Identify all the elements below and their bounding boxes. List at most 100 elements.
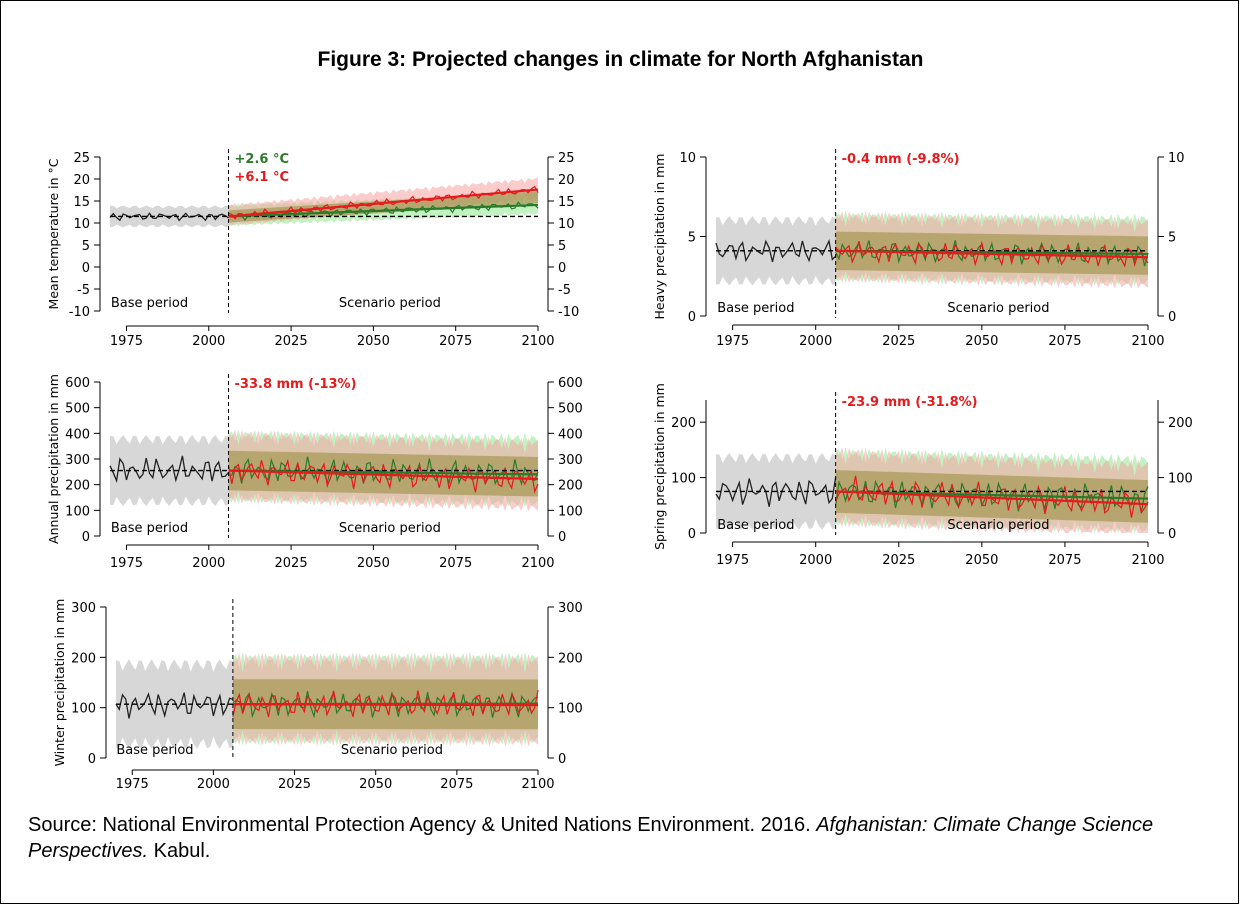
y-tick-label: 0	[688, 310, 696, 325]
x-tick-label: 2000	[192, 556, 225, 571]
x-tick-label: 2000	[799, 334, 832, 349]
y-tick-label-right: 100	[1168, 472, 1193, 487]
x-tick-label: 2100	[521, 556, 554, 571]
y-tick-label-right: 100	[558, 702, 583, 717]
x-tick-label: 2050	[357, 334, 390, 349]
y-tick-label-right: 200	[558, 651, 583, 666]
y-tick-label: 0	[82, 530, 90, 545]
y-tick-label: 200	[671, 416, 696, 431]
y-tick-label-right: 200	[558, 479, 583, 494]
change-annotation: +6.1 °C	[235, 170, 290, 185]
scenario-period-label: Scenario period	[339, 521, 441, 536]
y-tick-label-right: -10	[558, 305, 579, 320]
caption-source-prefix: Source: National Environmental Protectio…	[28, 814, 817, 836]
scenario-period-label: Scenario period	[947, 301, 1049, 316]
x-tick-label: 1975	[110, 334, 143, 349]
y-axis-label: Spring precipitation in mm	[652, 383, 667, 550]
x-tick-label: 2050	[965, 553, 998, 568]
y-tick-label: 100	[671, 472, 696, 487]
x-tick-label: 1975	[716, 553, 749, 568]
x-tick-label: 2025	[275, 556, 308, 571]
y-tick-label: -10	[69, 305, 90, 320]
panel-spring: 0 0 100 100 200 200 1975 2000 2025 2050 2075 2100 Ba…	[652, 383, 1193, 568]
scenario-overlap-band	[835, 470, 1148, 523]
x-tick-label: 2100	[521, 777, 554, 792]
x-tick-label: 2000	[197, 777, 230, 792]
y-tick-label: 600	[65, 376, 90, 391]
base-period-label: Base period	[116, 743, 193, 758]
high-scenario-trend	[232, 703, 539, 707]
y-tick-label: 0	[88, 752, 96, 767]
y-tick-label-right: 0	[1168, 310, 1176, 325]
y-tick-label-right: 600	[558, 376, 583, 391]
y-tick-label: 0	[688, 527, 696, 542]
base-period-label: Base period	[111, 296, 188, 311]
base-period-label: Base period	[717, 518, 794, 533]
x-tick-label: 2050	[359, 777, 392, 792]
x-tick-label: 2025	[275, 334, 308, 349]
x-tick-label: 2075	[440, 777, 473, 792]
x-tick-label: 2075	[1048, 334, 1081, 349]
y-tick-label: 5	[688, 231, 696, 246]
x-tick-label: 2000	[192, 334, 225, 349]
x-tick-label: 2075	[1048, 553, 1081, 568]
x-tick-label: 1975	[110, 556, 143, 571]
x-tick-label: 1975	[716, 334, 749, 349]
y-axis-label: Annual precipitation in mm	[46, 374, 61, 544]
x-tick-label: 2050	[965, 334, 998, 349]
high-scenario-trend	[228, 188, 539, 218]
x-tick-label: 2075	[439, 334, 472, 349]
y-axis-label: Winter precipitation in mm	[52, 599, 67, 767]
y-tick-label-right: 0	[558, 261, 566, 276]
y-axis-label: Heavy precipitation in mm	[652, 154, 667, 320]
y-tick-label: 10	[73, 217, 90, 232]
x-tick-label: 2050	[357, 556, 390, 571]
y-tick-label-right: 10	[558, 217, 575, 232]
change-annotation: +2.6 °C	[235, 152, 290, 167]
y-tick-label-right: 300	[558, 453, 583, 468]
y-tick-label-right: 20	[558, 173, 575, 188]
y-tick-label-right: -5	[558, 283, 571, 298]
y-tick-label-right: 300	[558, 601, 583, 616]
panel-winter: 0 0 100 100 200 200 300 300 1975 2000 2025 2050 2075…	[52, 599, 583, 792]
scenario-period-label: Scenario period	[339, 296, 441, 311]
y-tick-label: 20	[73, 173, 90, 188]
y-tick-label: 100	[65, 504, 90, 519]
x-tick-label: 2025	[278, 777, 311, 792]
change-annotation: -23.9 mm (-31.8%)	[842, 395, 978, 410]
observed-series-line	[715, 239, 837, 263]
high-scenario-trend	[228, 469, 539, 481]
scenario-period-label: Scenario period	[947, 518, 1049, 533]
y-tick-label: 25	[73, 151, 90, 166]
change-annotation: -0.4 mm (-9.8%)	[842, 152, 960, 167]
high-scenario-trend	[835, 490, 1149, 506]
observed-series-line	[115, 692, 234, 719]
y-tick-label: 100	[71, 702, 96, 717]
caption-source-suffix: Kabul.	[148, 840, 211, 862]
y-tick-label-right: 100	[558, 504, 583, 519]
y-tick-label-right: 200	[1168, 416, 1193, 431]
y-tick-label: 300	[65, 453, 90, 468]
y-tick-label: 0	[82, 261, 90, 276]
high-scenario-trend	[835, 249, 1149, 259]
scenario-overlap-band	[228, 450, 538, 497]
y-tick-label: 200	[71, 651, 96, 666]
base-period-label: Base period	[111, 521, 188, 536]
y-tick-label: -5	[77, 283, 90, 298]
y-tick-label: 400	[65, 427, 90, 442]
y-tick-label-right: 5	[1168, 231, 1176, 246]
x-tick-label: 2075	[439, 556, 472, 571]
panel-annual: 0 0 100 100 200 200 300 300 400 400 500 500 600 600 19…	[46, 374, 583, 571]
y-tick-label: 200	[65, 479, 90, 494]
x-tick-label: 2025	[882, 553, 915, 568]
y-tick-label: 15	[73, 195, 90, 210]
y-tick-label-right: 15	[558, 195, 575, 210]
panel-heavy: 0 0 5 5 10 10 1975 2000 2025 2050 2075 2100 Base per…	[652, 149, 1185, 349]
y-tick-label: 300	[71, 601, 96, 616]
caption-source-title: Afghanistan: Climate Change Science Pers…	[28, 814, 1154, 862]
x-tick-label: 2100	[521, 334, 554, 349]
scenario-period-label: Scenario period	[341, 743, 443, 758]
